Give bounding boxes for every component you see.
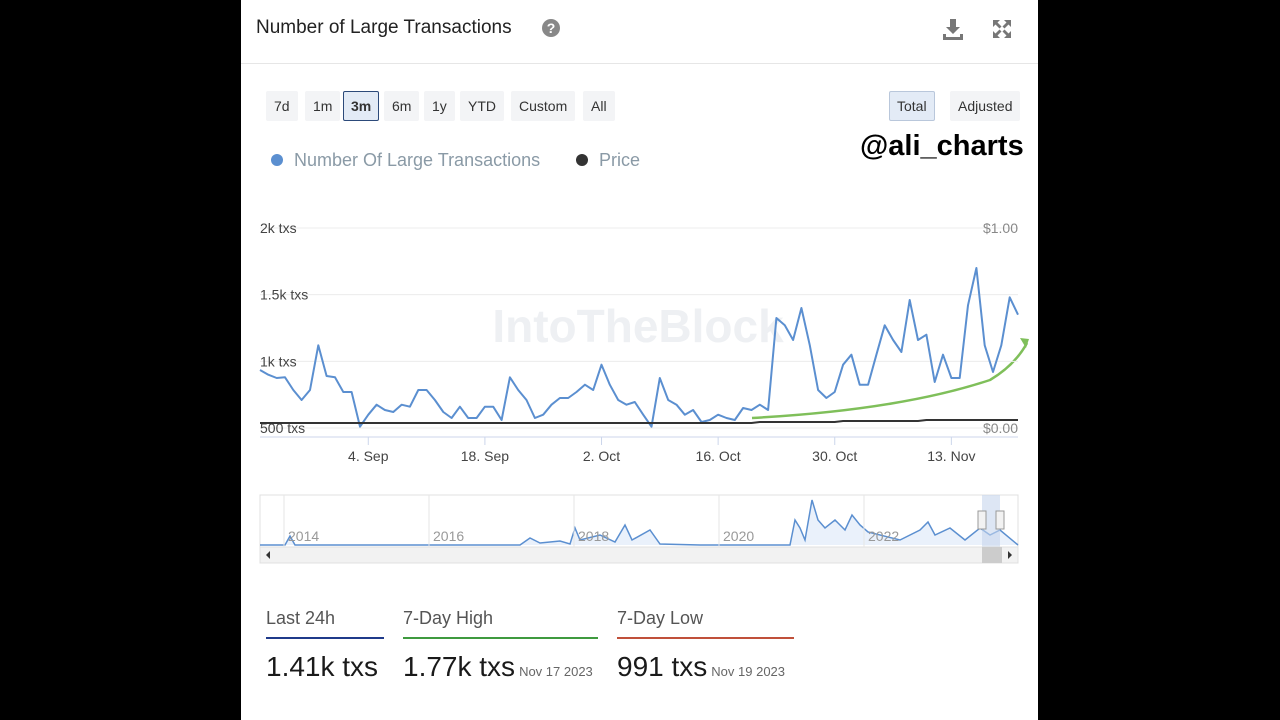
navigator-line <box>260 499 1019 546</box>
navigator-label: 2018 <box>578 528 609 544</box>
series-line <box>260 419 1018 424</box>
legend-label: Number Of Large Transactions <box>294 150 540 170</box>
download-icon[interactable] <box>941 17 965 41</box>
range-button[interactable]: YTD <box>460 91 504 121</box>
stat-value: 1.41k txs <box>266 651 378 683</box>
scroll-thumb[interactable] <box>982 547 1002 563</box>
scrollbar <box>259 546 1019 564</box>
y2-tick-label: $0.00 <box>983 420 1018 436</box>
handle: @ali_charts <box>860 130 1024 162</box>
svg-text:?: ? <box>547 20 556 36</box>
stat-label: 7-Day Low <box>617 608 704 628</box>
handle-left[interactable] <box>977 510 987 530</box>
navigator-label: 2020 <box>723 528 754 544</box>
navigator-label: 2014 <box>288 528 319 544</box>
range-button[interactable]: 3m <box>343 91 380 121</box>
watermark: IntoTheBlock <box>492 300 784 352</box>
range-button[interactable]: Custom <box>511 91 576 121</box>
y2-tick-label: $1.00 <box>983 220 1018 236</box>
legend-marker <box>271 154 283 166</box>
navigator-window[interactable] <box>982 495 1000 547</box>
x-tick-label: 18. Sep <box>461 448 509 464</box>
range-button[interactable]: 6m <box>384 91 420 121</box>
x-tick-label: 2. Oct <box>583 448 620 464</box>
chart: IntoTheBlock Number Of Large Transaction… <box>259 150 1029 564</box>
stat-number: 1.77k txs <box>403 651 516 682</box>
range-button[interactable]: 7d <box>266 91 298 121</box>
stat-underline <box>617 637 794 639</box>
stat-underline <box>403 637 598 639</box>
stat-date: Nov 17 2023 <box>519 664 593 679</box>
x-tick-label: 13. Nov <box>927 448 975 464</box>
range-button[interactable]: 1y <box>424 91 455 121</box>
stat-number: 1.41k txs <box>266 651 379 682</box>
stat-label: Last 24h <box>266 608 336 628</box>
navigator-label: 2016 <box>433 528 464 544</box>
stat-underline <box>266 637 384 639</box>
stat-value: 1.77k txs Nov 17 2023 <box>403 651 593 683</box>
stat-label: 7-Day High <box>403 608 494 628</box>
trend-arrow <box>751 342 1029 420</box>
legend-marker <box>576 154 588 166</box>
title: Number of Large Transactions <box>256 17 512 38</box>
mode-button[interactable]: Adjusted <box>950 91 1021 121</box>
navigator-label: 2022 <box>868 528 899 544</box>
range-button[interactable]: 1m <box>305 91 341 121</box>
y-tick-label: 1k txs <box>260 353 297 369</box>
y-tick-label: 1.5k txs <box>260 287 308 303</box>
y-tick-label: 2k txs <box>260 220 297 236</box>
range-button[interactable]: All <box>583 91 615 121</box>
help-icon[interactable]: ? <box>541 18 561 38</box>
stat-date: Nov 19 2023 <box>711 664 786 679</box>
x-tick-label: 4. Sep <box>348 448 389 464</box>
legend-label: Price <box>599 150 640 170</box>
header: Number of Large Transactions ? <box>241 0 1038 64</box>
stat-number: 991 txs <box>617 651 708 682</box>
stat-value: 991 txs Nov 19 2023 <box>617 651 785 683</box>
x-tick-label: 30. Oct <box>812 448 857 464</box>
series-line <box>259 267 1019 428</box>
handle-right[interactable] <box>995 510 1005 530</box>
arrow-head <box>1020 338 1029 348</box>
expand-icon[interactable] <box>991 18 1013 40</box>
x-tick-label: 16. Oct <box>696 448 741 464</box>
mode-button[interactable]: Total <box>889 91 935 121</box>
